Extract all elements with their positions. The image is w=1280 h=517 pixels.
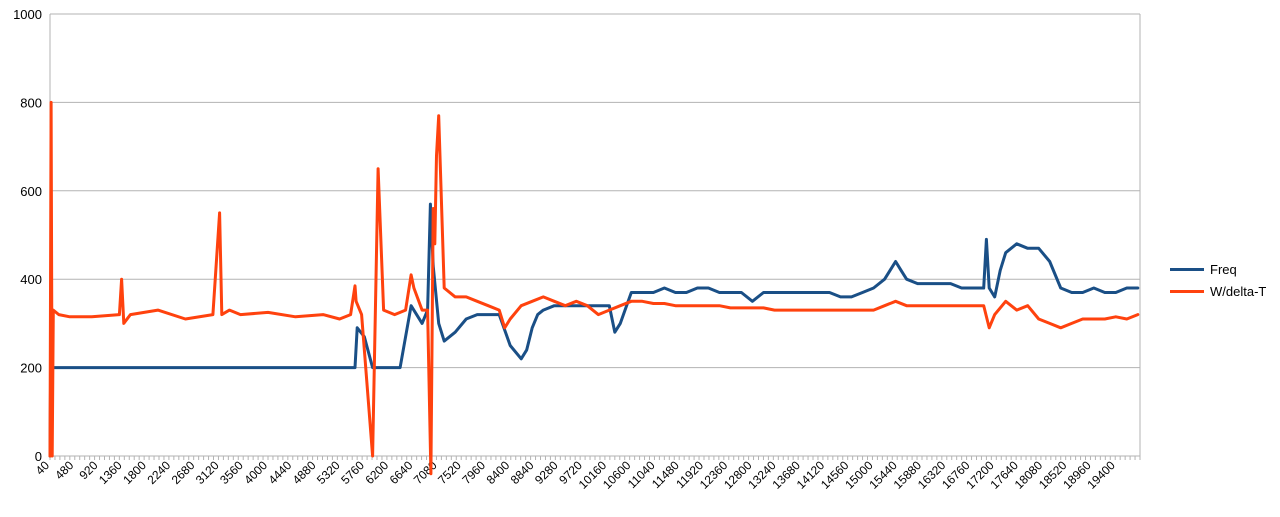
y-tick-label: 600 [20,184,42,199]
x-tick-label: 9280 [532,458,561,487]
x-tick-label: 2680 [169,458,198,487]
x-tick-label: 4000 [241,458,270,487]
x-tick-label: 4880 [290,458,319,487]
x-tick-label: 3120 [193,458,222,487]
y-tick-label: 800 [20,95,42,110]
x-tick-label: 1800 [120,458,149,487]
x-tick-label: 480 [52,458,76,482]
x-tick-label: 5320 [314,458,343,487]
legend-label-wdeltat: W/delta-T [1210,283,1267,299]
x-tick-label: 5760 [338,458,367,487]
y-tick-label: 200 [20,361,42,376]
x-tick-label: 7080 [411,458,440,487]
x-tick-label: 2240 [144,458,173,487]
legend-item-wdeltat: W/delta-T [1170,280,1266,302]
x-tick-label: 7960 [459,458,488,487]
legend-swatch-wdeltat [1170,289,1204,293]
x-tick-label: 8840 [508,458,537,487]
series-line-wdeltat [48,100,1140,476]
legend-label-freq: Freq [1210,261,1237,277]
x-tick-label: 6640 [387,458,416,487]
x-tick-label: 8400 [484,458,513,487]
y-tick-label: 0 [35,449,42,464]
x-tick-label: 4440 [266,458,295,487]
y-tick-label: 400 [20,272,42,287]
x-tick-label: 6200 [362,458,391,487]
legend-swatch-freq [1170,267,1204,271]
series-line-freq [48,202,1140,458]
x-tick-label: 1360 [96,458,125,487]
x-tick-label: 10600 [600,458,634,492]
legend-item-freq: Freq [1170,258,1266,280]
legend: Freq W/delta-T [1170,258,1266,302]
x-tick-label: 7520 [435,458,464,487]
x-tick-label: 19400 [1084,458,1118,492]
x-tick-label: 3560 [217,458,246,487]
y-tick-label: 1000 [13,7,42,22]
